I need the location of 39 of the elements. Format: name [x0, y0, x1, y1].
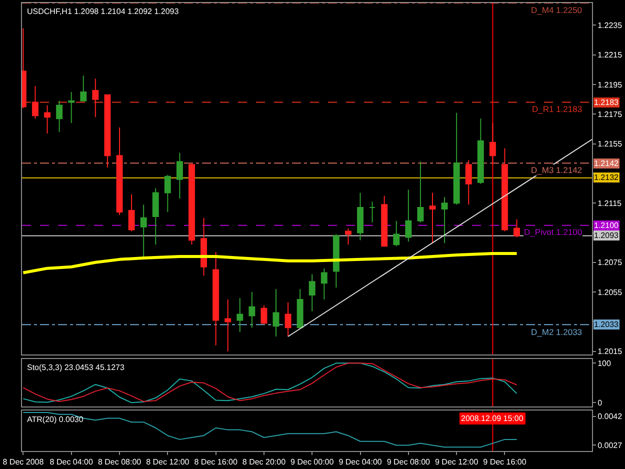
- ref-line-label: 2008.12.09 15:00: [461, 414, 524, 423]
- ref-line-label: D_M2 1.2033: [531, 327, 582, 337]
- x-tick-label: 8 Dec 08:00: [98, 458, 142, 467]
- text: ATR(20) 0.0030: [27, 415, 84, 424]
- x-tick-label: 9 Dec 04:00: [338, 458, 382, 467]
- x-tick-label: 9 Dec 00:00: [290, 458, 334, 467]
- annotation: 1.2183: [594, 98, 620, 107]
- y-tick-label: 100: [598, 358, 612, 368]
- ref-line-label: D_M3 1.2142: [531, 165, 582, 175]
- x-tick-label: 8 Dec 2008: [2, 458, 44, 467]
- x-tick-label: 9 Dec 08:00: [386, 458, 431, 467]
- text: USDCHF,H1 1.2098 1.2104 1.2092 1.2093: [27, 7, 180, 16]
- y-tick-label: 1.2075: [598, 258, 623, 268]
- x-tick-label: 9 Dec 12:00: [435, 458, 479, 467]
- annotation: 1.2100: [594, 221, 620, 230]
- y-tick-label: 1.2115: [598, 198, 622, 208]
- y-tick-label: 1.2195: [598, 80, 623, 90]
- x-tick-label: 8 Dec 12:00: [146, 458, 190, 467]
- x-tick-label: 8 Dec 04:00: [50, 458, 94, 467]
- ref-line-label: D_R1 1.2183: [532, 104, 582, 114]
- x-tick-label: 9 Dec 16:00: [483, 458, 527, 467]
- ref-line-label: D_Pivot 1.2100: [524, 227, 582, 237]
- y-tick-label: 1.2015: [598, 347, 623, 356]
- y-tick-label: 0.0027: [598, 441, 623, 450]
- annotation: 1.2033: [594, 320, 620, 329]
- annotation: 1.2132: [594, 173, 620, 182]
- x-tick-label: 8 Dec 16:00: [194, 458, 238, 467]
- y-tick-label: 1.2175: [598, 110, 623, 119]
- y-tick-label: 1.2215: [598, 50, 623, 60]
- y-tick-label: 1.2235: [598, 21, 623, 30]
- y-tick-label: 1.2055: [598, 288, 623, 297]
- annotation: 1.2093: [594, 231, 620, 240]
- text: Sto(5,3,3) 23.0453 45.1273: [27, 363, 125, 372]
- ref-line-label: D_M4 1.2250: [531, 5, 582, 15]
- y-tick-label: 0: [598, 398, 603, 408]
- x-tick-label: 8 Dec 20:00: [242, 458, 286, 467]
- y-tick-label: 1.2155: [598, 140, 623, 149]
- y-tick-label: 0.0042: [598, 412, 623, 422]
- annotation: 1.2142: [594, 159, 620, 168]
